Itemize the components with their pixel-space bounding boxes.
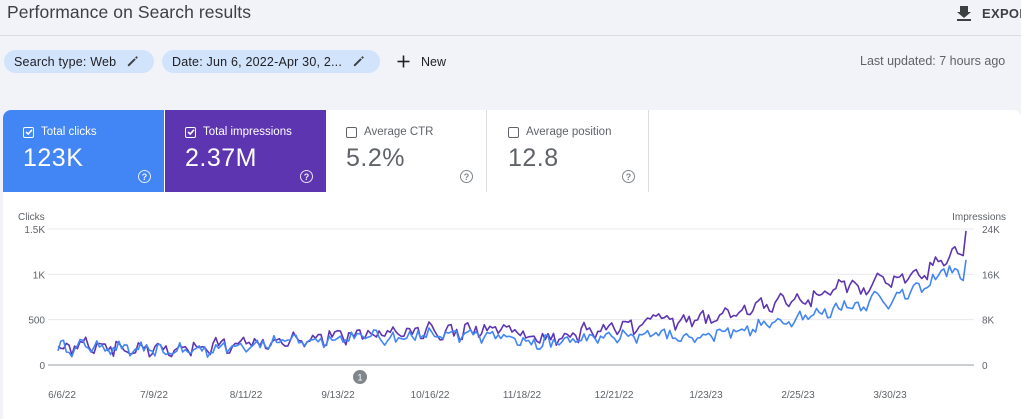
checkbox-checked-icon[interactable] (185, 126, 196, 138)
checkbox-unchecked-icon[interactable] (508, 126, 519, 138)
date-filter-chip[interactable]: Date: Jun 6, 2022-Apr 30, 2... (162, 50, 380, 73)
right-axis-title: Impressions (952, 212, 1006, 223)
annotation-dot (353, 370, 367, 384)
export-button[interactable]: EXPORT (956, 3, 1021, 23)
metric-value: 123K (23, 144, 84, 172)
left-axis-tick-label: 0 (39, 361, 45, 372)
series-line-clicks (57, 259, 967, 358)
search-type-filter-label: Search type: Web (14, 54, 117, 69)
x-axis-tick-label: 9/13/22 (321, 390, 355, 401)
x-axis-tick-label: 10/16/22 (411, 390, 450, 401)
page-title: Performance on Search results (7, 2, 252, 22)
new-filter-label: New (421, 54, 447, 69)
metric-value: 12.8 (508, 144, 559, 172)
metric-value: 2.37M (185, 144, 257, 172)
metric-total-clicks[interactable]: Total clicks 123K ? (3, 110, 164, 192)
edit-pencil-icon (128, 56, 139, 67)
right-axis-tick-label: 0 (982, 361, 988, 372)
left-axis-title: Clicks (18, 212, 45, 223)
annotation-label: 1 (357, 373, 362, 383)
date-filter-label: Date: Jun 6, 2022-Apr 30, 2... (172, 54, 342, 69)
x-axis-tick-label: 1/23/23 (689, 390, 723, 401)
x-axis-tick-label: 12/21/22 (595, 390, 634, 401)
performance-card: Total clicks 123K ? Total impressions 2.… (3, 110, 1021, 419)
x-axis-tick-label: 7/9/22 (140, 390, 168, 401)
x-axis-tick-label: 11/18/22 (503, 390, 542, 401)
last-updated-text: Last updated: 7 hours ago (860, 54, 1006, 68)
left-axis-tick-label: 500 (28, 316, 45, 327)
help-icon[interactable]: ? (138, 170, 151, 183)
x-axis-tick-label: 8/11/22 (230, 390, 263, 401)
metric-label: Total clicks (41, 126, 97, 138)
annotation-marker[interactable]: 1 (353, 370, 367, 384)
help-icon[interactable]: ? (460, 170, 473, 183)
left-axis-tick-label: 1.5K (24, 225, 45, 236)
right-axis-tick-label: 16K (982, 270, 1000, 281)
metric-label: Total impressions (203, 126, 292, 138)
checkbox-unchecked-icon[interactable] (346, 126, 357, 138)
plus-icon (397, 55, 410, 68)
x-axis-tick-label: 3/30/23 (873, 390, 907, 401)
metric-average-ctr[interactable]: Average CTR 5.2% ? (326, 110, 487, 192)
download-icon (957, 6, 971, 21)
right-axis-tick-label: 24K (982, 225, 1000, 236)
metric-label: Average position (526, 126, 612, 138)
help-icon[interactable]: ? (622, 170, 635, 183)
help-icon[interactable]: ? (300, 170, 313, 183)
export-label: EXPORT (982, 5, 1021, 21)
x-axis-tick-label: 6/6/22 (48, 390, 76, 401)
metric-label: Average CTR (364, 126, 434, 138)
new-filter-button[interactable]: New (396, 50, 446, 73)
right-axis-tick-label: 8K (982, 316, 995, 327)
metric-value: 5.2% (346, 144, 405, 172)
metric-average-position[interactable]: Average position 12.8 ? (488, 110, 649, 192)
left-axis-tick-label: 1K (33, 270, 46, 281)
metric-total-impressions[interactable]: Total impressions 2.37M ? (165, 110, 326, 192)
filter-bar: Search type: Web Date: Jun 6, 2022-Apr 3… (0, 48, 1021, 74)
edit-pencil-icon (353, 56, 364, 67)
x-axis-tick-label: 2/25/23 (781, 390, 815, 401)
page-header: Performance on Search results EXPORT (0, 0, 1021, 36)
search-type-filter-chip[interactable]: Search type: Web (4, 50, 154, 73)
checkbox-checked-icon[interactable] (23, 126, 34, 138)
